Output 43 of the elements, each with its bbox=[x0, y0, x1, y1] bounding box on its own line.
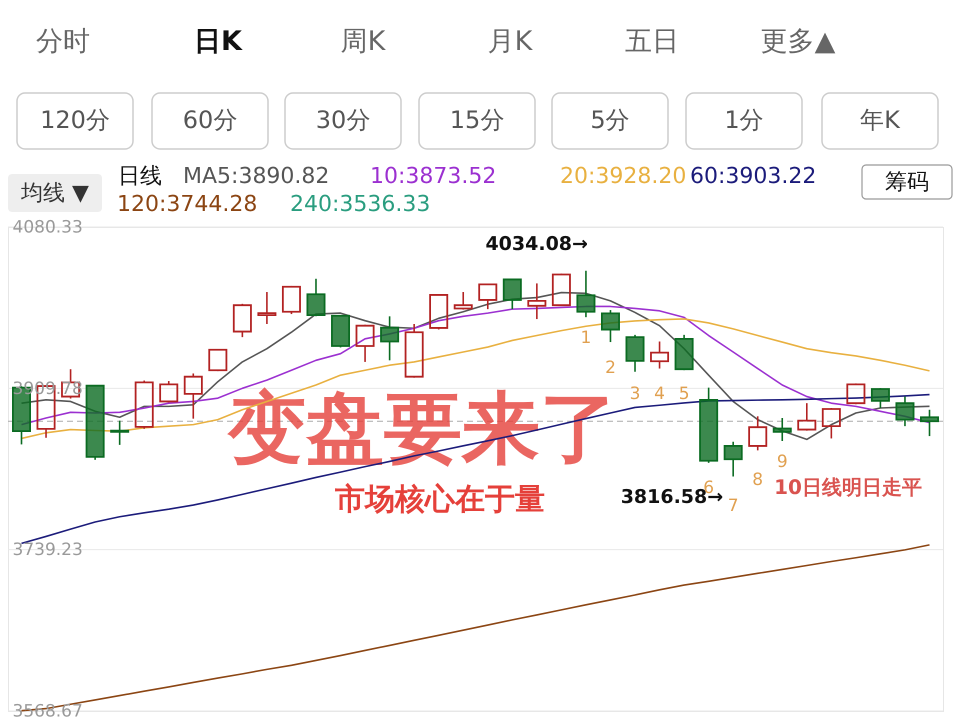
y-tick-label: 3568.67 bbox=[12, 702, 83, 722]
y-tick-label: 4080.33 bbox=[12, 218, 83, 238]
text: 5分 bbox=[590, 106, 630, 134]
text: 15分 bbox=[450, 106, 504, 134]
annotation: 2 bbox=[605, 358, 616, 378]
text: 筹码 bbox=[885, 170, 929, 195]
candlestick bbox=[110, 420, 130, 446]
candlestick bbox=[527, 282, 546, 320]
text: 20:3928.20 bbox=[560, 164, 686, 189]
annotation: 4 bbox=[654, 384, 665, 404]
annotation: 市场核心在于量 bbox=[334, 482, 545, 517]
annotation: 4034.08→ bbox=[485, 233, 588, 255]
text: 30分 bbox=[316, 106, 370, 134]
text: 60:3903.22 bbox=[690, 164, 816, 189]
annotation: 3 bbox=[630, 384, 640, 404]
text: 1分 bbox=[724, 106, 764, 134]
text: 60分 bbox=[182, 106, 238, 134]
candlestick bbox=[772, 417, 792, 442]
text: 10:3873.52 bbox=[370, 164, 496, 189]
annotation: 5 bbox=[678, 384, 690, 404]
text: 分时 bbox=[36, 26, 90, 57]
legend-label: 240:3536.33 bbox=[290, 192, 430, 217]
text: 日K bbox=[194, 26, 244, 57]
text: 五日 bbox=[625, 26, 679, 57]
annotation: 7 bbox=[728, 496, 739, 516]
annotation: 10日线明日走平 bbox=[774, 475, 922, 499]
candlestick bbox=[380, 316, 400, 362]
text: 年K bbox=[860, 106, 902, 134]
text: 均线 ▼ bbox=[20, 181, 90, 206]
annotation: 8 bbox=[752, 470, 764, 490]
text: 月K bbox=[488, 26, 534, 57]
candlestick bbox=[600, 309, 620, 343]
text: 120分 bbox=[40, 106, 110, 134]
text: 周K bbox=[340, 26, 387, 57]
text: 120:3744.28 bbox=[117, 192, 258, 217]
candlestick bbox=[895, 396, 914, 427]
text: 日线 bbox=[118, 164, 162, 189]
candlestick bbox=[920, 408, 939, 437]
annotation: 9 bbox=[776, 452, 788, 472]
y-tick-label: 3739.23 bbox=[12, 540, 83, 560]
annotation: 1 bbox=[580, 328, 592, 348]
text: MA5:3890.82 bbox=[183, 164, 330, 189]
text: 更多▲ bbox=[760, 26, 836, 57]
